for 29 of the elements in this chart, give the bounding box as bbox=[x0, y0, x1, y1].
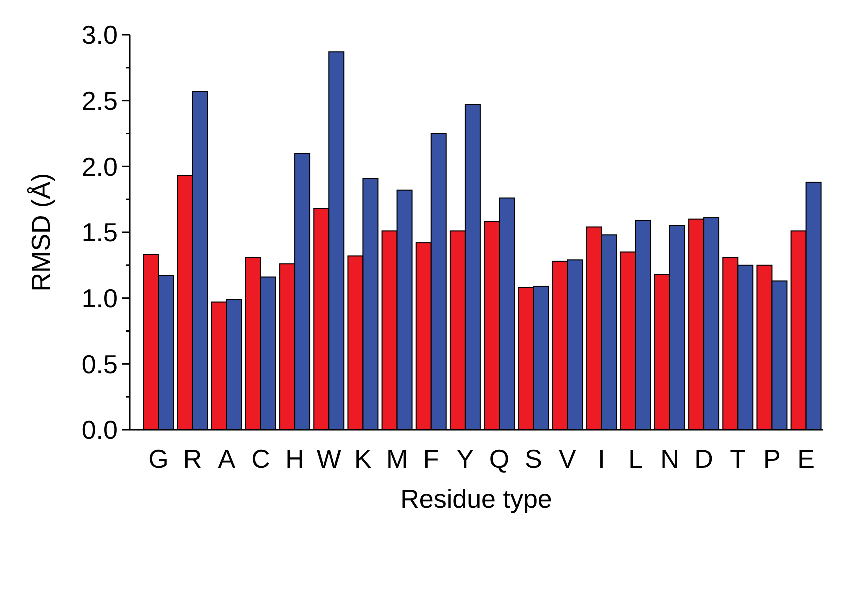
y-tick-label: 0.0 bbox=[82, 415, 118, 446]
x-tick-label: I bbox=[598, 444, 606, 474]
x-tick-label: G bbox=[148, 444, 169, 474]
y-axis-title: RMSD (Å) bbox=[26, 173, 56, 292]
x-tick-label: A bbox=[218, 444, 236, 474]
x-tick-label: H bbox=[286, 444, 304, 474]
x-tick-label: W bbox=[316, 444, 342, 474]
x-tick-label: T bbox=[730, 444, 746, 474]
y-tick-label: 2.0 bbox=[82, 152, 118, 182]
x-tick-label: E bbox=[798, 444, 815, 474]
x-tick-label: N bbox=[660, 444, 680, 474]
x-axis-title: Residue type bbox=[400, 484, 552, 514]
x-tick-label: C bbox=[252, 444, 270, 474]
y-tick-label: 2.5 bbox=[82, 86, 118, 116]
x-tick-label: M bbox=[386, 444, 408, 474]
x-tick-label: P bbox=[764, 444, 781, 474]
y-tick-label: 1.0 bbox=[82, 283, 118, 314]
x-tick-label: Q bbox=[489, 444, 510, 474]
y-tick-label: 1.5 bbox=[82, 218, 118, 248]
x-tick-label: S bbox=[524, 444, 542, 474]
x-tick-label: D bbox=[694, 444, 714, 474]
x-tick-label: V bbox=[559, 444, 578, 474]
x-tick-label: F bbox=[423, 444, 440, 474]
y-tick-label: 0.5 bbox=[82, 349, 118, 380]
x-tick-label: R bbox=[183, 444, 202, 474]
y-tick-label: 3.0 bbox=[82, 20, 118, 50]
x-tick-label: Y bbox=[456, 444, 474, 474]
x-tick-label: L bbox=[628, 444, 644, 474]
x-tick-label: K bbox=[354, 444, 373, 474]
